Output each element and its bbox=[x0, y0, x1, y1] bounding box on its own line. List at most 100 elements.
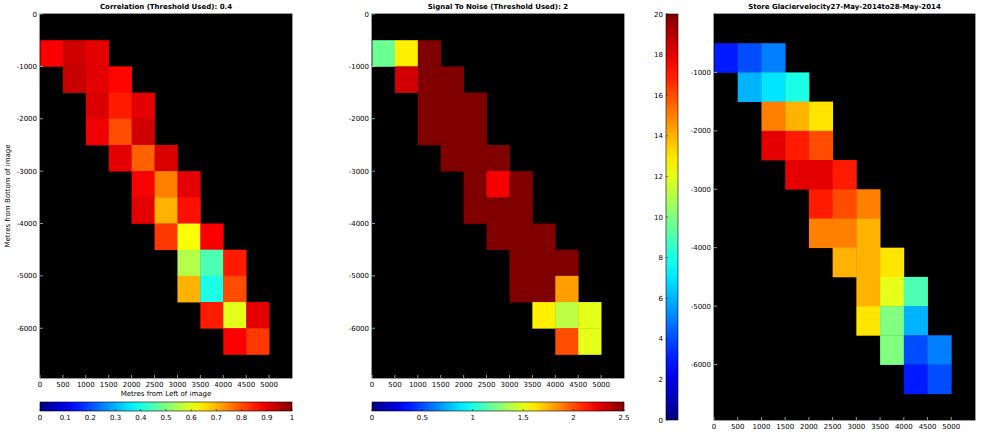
panel: 0500100015002000250030003500400045005000… bbox=[4, 3, 294, 422]
cell bbox=[86, 66, 109, 93]
colorbar-tick-label: 0.4 bbox=[135, 414, 147, 422]
cell bbox=[441, 145, 464, 172]
x-tick bbox=[808, 417, 809, 420]
colorbar-tick bbox=[166, 409, 167, 411]
colorbar-tick-label: 4 bbox=[659, 335, 664, 343]
y-tick bbox=[714, 364, 717, 365]
cell bbox=[856, 306, 880, 336]
x-tick bbox=[903, 417, 904, 420]
cell bbox=[833, 189, 857, 219]
cell bbox=[761, 102, 785, 132]
colorbar-tick-label: 2 bbox=[659, 376, 663, 384]
cell bbox=[109, 66, 132, 93]
y-tick bbox=[40, 275, 43, 276]
x-tick-label: 1500 bbox=[100, 381, 118, 389]
cell bbox=[761, 72, 785, 102]
cell bbox=[418, 66, 441, 93]
colorbar-gradient bbox=[40, 402, 292, 411]
cell bbox=[904, 335, 928, 365]
cell bbox=[509, 171, 532, 198]
colorbar-tick-label: 0.3 bbox=[110, 414, 121, 422]
y-tick-label: -5000 bbox=[691, 303, 711, 311]
x-tick-label: 2000 bbox=[455, 381, 473, 389]
x-tick-label: 500 bbox=[388, 381, 401, 389]
cell bbox=[761, 43, 785, 73]
colorbar-tick-label: 12 bbox=[654, 173, 663, 181]
x-tick bbox=[578, 375, 579, 378]
cell bbox=[395, 40, 418, 67]
x-tick-label: 1000 bbox=[77, 381, 95, 389]
title: Signal To Noise (Threshold Used): 2 bbox=[428, 3, 569, 11]
colorbar-gradient bbox=[666, 14, 678, 420]
x-tick-label: 4500 bbox=[237, 381, 255, 389]
colorbar-tick-label: 0 bbox=[38, 414, 42, 422]
colorbar-tick-label: 0 bbox=[659, 417, 663, 425]
cell bbox=[155, 197, 178, 224]
cell bbox=[880, 277, 904, 307]
colorbar-tick bbox=[666, 135, 668, 136]
cell bbox=[833, 160, 857, 190]
x-tick-label: 4500 bbox=[569, 381, 587, 389]
plot-background bbox=[40, 14, 292, 378]
y-tick-label: -1000 bbox=[691, 69, 711, 77]
x-axis-title: Metres from Left of image bbox=[121, 390, 212, 398]
colorbar-tick-label: 10 bbox=[654, 214, 663, 222]
cell bbox=[880, 248, 904, 278]
colorbar-tick bbox=[666, 338, 668, 339]
colorbar-tick-label: 1.5 bbox=[518, 414, 529, 422]
colorbar: 00.511.522.5 bbox=[370, 402, 630, 422]
cell bbox=[223, 302, 246, 329]
colorbar-tick bbox=[40, 409, 41, 411]
cell bbox=[555, 276, 578, 303]
y-tick bbox=[372, 66, 375, 67]
panel: 0500100015002000250030003500400045005000… bbox=[349, 3, 630, 422]
x-tick bbox=[927, 417, 928, 420]
y-tick bbox=[372, 118, 375, 119]
colorbar-tick bbox=[65, 409, 66, 411]
x-tick-label: 3500 bbox=[191, 381, 209, 389]
cell bbox=[487, 145, 510, 172]
cell bbox=[109, 145, 132, 172]
figure: 0500100015002000250030003500400045005000… bbox=[0, 0, 999, 441]
colorbar-tick-label: 6 bbox=[659, 295, 664, 303]
x-tick bbox=[555, 375, 556, 378]
x-tick-label: 5000 bbox=[260, 381, 278, 389]
cell bbox=[177, 171, 200, 198]
y-tick bbox=[40, 223, 43, 224]
cell bbox=[372, 40, 395, 67]
colorbar-tick bbox=[372, 409, 373, 411]
y-tick bbox=[714, 189, 717, 190]
cell bbox=[464, 93, 487, 120]
colorbar-tick bbox=[573, 409, 574, 411]
cell bbox=[200, 276, 223, 303]
cell bbox=[464, 197, 487, 224]
y-tick-label: -6000 bbox=[349, 325, 369, 333]
cells bbox=[714, 43, 952, 394]
x-tick bbox=[463, 375, 464, 378]
x-tick bbox=[177, 375, 178, 378]
cells bbox=[372, 40, 601, 355]
cell bbox=[555, 328, 578, 355]
x-tick bbox=[880, 417, 881, 420]
cell bbox=[132, 197, 155, 224]
colorbar-tick-label: 0.5 bbox=[417, 414, 428, 422]
x-tick-label: 0 bbox=[38, 381, 42, 389]
colorbar-tick bbox=[666, 14, 668, 15]
x-tick-label: 2500 bbox=[478, 381, 496, 389]
cell bbox=[509, 250, 532, 277]
cell bbox=[109, 119, 132, 146]
y-tick bbox=[40, 14, 43, 15]
cell bbox=[40, 40, 63, 67]
title: Correlation (Threshold Used): 0.4 bbox=[100, 3, 232, 11]
colorbar-tick-label: 2 bbox=[571, 414, 575, 422]
cell bbox=[177, 250, 200, 277]
plot-frame bbox=[714, 14, 975, 420]
x-tick-label: 2500 bbox=[824, 423, 842, 431]
cell bbox=[155, 145, 178, 172]
cell bbox=[177, 223, 200, 250]
cell bbox=[109, 93, 132, 120]
x-tick-label: 2000 bbox=[123, 381, 141, 389]
x-tick bbox=[714, 417, 715, 420]
plot-background bbox=[714, 14, 975, 420]
colorbar-tick bbox=[666, 217, 668, 218]
